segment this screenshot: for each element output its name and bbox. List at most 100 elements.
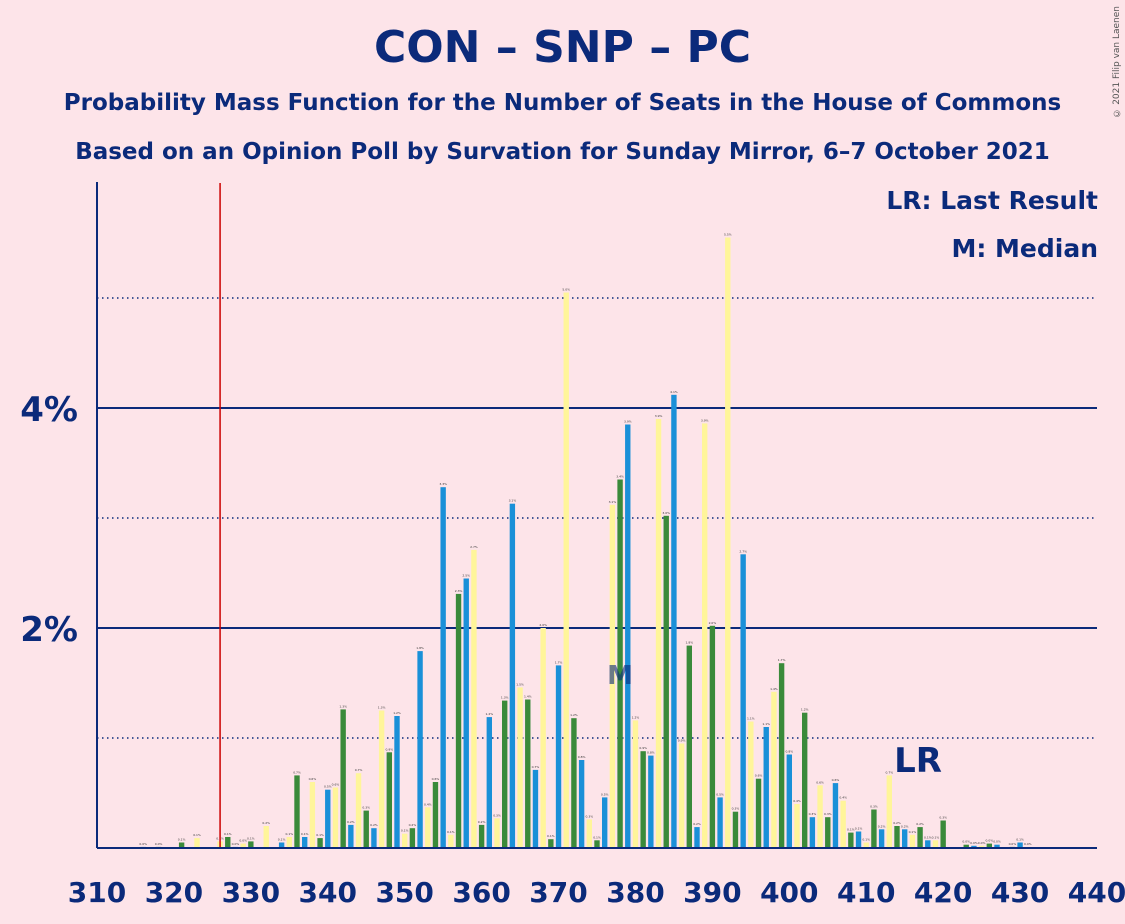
- seat-bar: [909, 834, 916, 848]
- seat-bar: [332, 787, 339, 848]
- bar-value-label: 2.7%: [470, 545, 478, 549]
- seat-bar: [640, 751, 646, 848]
- seat-bar: [771, 691, 777, 848]
- bar-value-label: 1.1%: [747, 717, 755, 721]
- seat-bar: [963, 844, 969, 848]
- bar-value-label: 0.1%: [862, 838, 870, 842]
- seat-bar: [794, 804, 800, 848]
- seat-bar: [325, 789, 331, 848]
- seat-bar: [448, 834, 454, 848]
- bar-value-label: 1.2%: [485, 712, 493, 716]
- seat-bar: [378, 710, 385, 848]
- bar-value-label: 0.5%: [324, 785, 332, 789]
- bar-value-label: 1.8%: [416, 646, 424, 650]
- bar-value-label: 0.1%: [924, 835, 932, 839]
- seat-bar: [625, 424, 631, 848]
- seat-bar: [1017, 842, 1023, 848]
- bar-value-label: 0.7%: [293, 770, 301, 774]
- chart-subtitle: Probability Mass Function for the Number…: [63, 90, 1062, 116]
- bar-value-label: 0.3%: [362, 806, 370, 810]
- bar-value-label: 0.2%: [347, 820, 355, 824]
- bar-value-label: 1.3%: [501, 696, 509, 700]
- seat-bar: [686, 645, 692, 848]
- bar-value-label: 0.0%: [1009, 842, 1017, 846]
- chart-subtitle-poll: Based on an Opinion Poll by Survation fo…: [75, 139, 1050, 165]
- x-tick-label: 390: [683, 876, 741, 909]
- bar-value-label: 0.8%: [647, 751, 655, 755]
- bar-value-label: 0.1%: [547, 834, 555, 838]
- bar-value-label: 1.3%: [378, 706, 386, 710]
- bar-value-label: 0.5%: [716, 792, 724, 796]
- seat-bar: [348, 824, 354, 848]
- bar-value-label: 3.1%: [609, 500, 617, 504]
- seat-bar: [617, 479, 623, 848]
- seat-bar: [471, 549, 477, 848]
- bar-value-label: 0.0%: [993, 840, 1001, 844]
- seat-bar: [848, 832, 854, 848]
- bar-value-label: 0.1%: [278, 838, 286, 842]
- seat-bar: [240, 843, 246, 848]
- seat-bar: [363, 810, 369, 848]
- seat-bar: [725, 237, 731, 848]
- seat-bar: [586, 819, 592, 848]
- bar-value-label: 0.3%: [824, 812, 832, 816]
- bar-value-label: 0.0%: [1024, 842, 1032, 846]
- seat-bar: [817, 785, 823, 848]
- bar-value-label: 3.0%: [662, 511, 670, 515]
- bar-value-label: 4.1%: [670, 390, 678, 394]
- bar-value-label: 3.4%: [616, 475, 624, 479]
- seat-bar: [709, 625, 716, 848]
- x-tick-label: 330: [222, 876, 280, 909]
- seat-bar: [755, 778, 762, 848]
- bar-value-label: 0.1%: [301, 832, 309, 836]
- bar-value-label: 0.2%: [693, 822, 701, 826]
- bar-value-label: 5.5%: [724, 233, 732, 237]
- seat-bar: [178, 842, 185, 848]
- seat-bar: [532, 769, 539, 848]
- seat-bar: [663, 515, 669, 848]
- seat-bar: [432, 782, 439, 848]
- bar-value-label: 1.2%: [801, 708, 809, 712]
- x-tick-label: 380: [606, 876, 664, 909]
- bar-value-label: 0.6%: [816, 780, 824, 784]
- bar-value-label: 0.2%: [409, 823, 417, 827]
- bar-value-label: 3.9%: [624, 420, 632, 424]
- bar-value-label: 3.1%: [509, 499, 517, 503]
- bar-value-label: 1.1%: [762, 722, 770, 726]
- seat-bar: [825, 817, 831, 848]
- bar-value-label: 0.2%: [878, 824, 886, 828]
- bar-value-label: 3.9%: [655, 414, 663, 418]
- seat-bar: [578, 760, 585, 848]
- bar-value-label: 0.6%: [832, 778, 840, 782]
- seat-bar: [994, 844, 1000, 848]
- bar-value-label: 0.3%: [870, 805, 878, 809]
- seat-bar: [425, 807, 431, 848]
- y-tick-label: 4%: [20, 390, 78, 430]
- seat-bar: [902, 829, 908, 848]
- seat-bar: [748, 721, 754, 848]
- bar-value-label: 0.4%: [424, 802, 432, 806]
- x-tick-label: 320: [145, 876, 203, 909]
- bar-value-label: 0.1%: [224, 832, 232, 836]
- seat-bar: [263, 826, 269, 848]
- bar-value-label: 0.9%: [678, 739, 686, 743]
- seat-bar: [925, 840, 931, 848]
- seat-bar: [463, 578, 469, 848]
- bar-value-label: 0.0%: [155, 842, 163, 846]
- seat-bar: [894, 826, 900, 848]
- seat-bar: [632, 720, 639, 848]
- bar-value-label: 0.0%: [139, 842, 147, 846]
- median-label: M: [607, 661, 633, 691]
- x-tick-label: 360: [452, 876, 510, 909]
- seat-bar: [486, 717, 492, 848]
- seat-bar: [194, 838, 200, 848]
- seat-bar: [571, 718, 577, 848]
- bar-value-label: 0.5%: [601, 792, 609, 796]
- bar-value-label: 0.1%: [1016, 838, 1024, 842]
- seat-bar: [563, 292, 569, 848]
- legend-median: M: Median: [951, 234, 1098, 263]
- bar-value-label: 0.7%: [532, 765, 540, 769]
- x-tick-label: 400: [760, 876, 818, 909]
- bar-value-label: 0.9%: [639, 746, 647, 750]
- bar-value-label: 1.7%: [555, 660, 563, 664]
